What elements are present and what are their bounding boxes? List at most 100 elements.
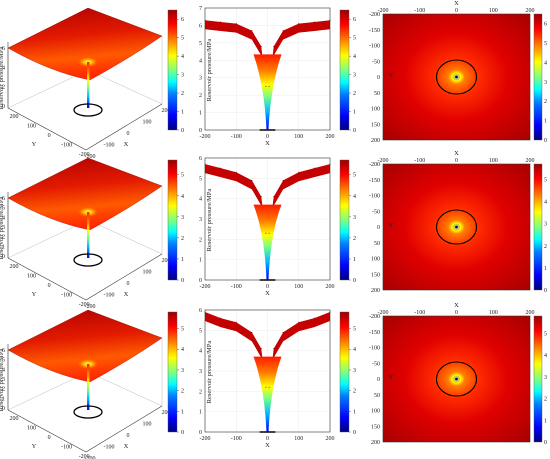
x-tick-label: -200 [200, 284, 211, 290]
x-tick-label: -100 [414, 158, 425, 164]
colorbar-tick-label: 2 [181, 236, 184, 242]
x-tick-label: -100 [414, 8, 425, 14]
y-tick-label: 3 [199, 369, 202, 375]
profile-spike [253, 54, 282, 130]
profile-axes-frame [204, 157, 331, 281]
y-tick-label: 0 [48, 133, 51, 139]
y-tick-label: 1 [199, 410, 202, 416]
profile-point [267, 127, 268, 129]
z-tick-label: 0 [2, 406, 5, 412]
y-tick-label: 100 [371, 257, 380, 263]
x-tick-label: -200 [85, 304, 96, 310]
axis-x-line [85, 253, 163, 301]
x-axis-label: X [124, 443, 129, 450]
x-tick-label: -100 [231, 134, 242, 140]
y-tick-label: 4 [199, 349, 202, 355]
y-tick-label: 150 [371, 424, 380, 430]
colorbar-tick-label: 4 [353, 347, 356, 353]
z-tick-label: 1 [2, 244, 5, 250]
x-tick-label: 100 [143, 270, 152, 276]
profile-point [235, 23, 237, 25]
y-tick-label: 1 [199, 258, 202, 264]
y-tick-label: 200 [371, 138, 380, 144]
colorbar-tick-label: 2 [181, 91, 184, 97]
z-axis-label: Reservoir pressure/MPa [0, 47, 5, 110]
colorbar-right: 0 1 2 3 4 5 [533, 163, 547, 294]
profile-point [251, 331, 253, 333]
profile-point [235, 171, 237, 173]
colorbar-tick-label: 2 [181, 389, 184, 395]
profile-point [268, 232, 270, 234]
colorbar-left: 0 1 2 3 4 5 [167, 159, 184, 284]
profile-plot: 0 1 2 3 4 5 6 7 -200 -100 0 100 200 Reservoir pressur… [199, 6, 335, 147]
y-tick-label: -150 [369, 28, 380, 34]
y-axis-label: Y [389, 72, 394, 79]
y-tick-label: 50 [374, 241, 380, 247]
colorbar-tick-label: 3 [544, 222, 547, 228]
z-tick-label: 4 [2, 65, 5, 71]
colorbar-gradient [533, 13, 543, 141]
y-tick-label: -100 [369, 44, 380, 50]
colorbar-tick-label: 0 [353, 128, 356, 134]
x-tick-label: -100 [231, 284, 242, 290]
y-axis-label: Reservoir pressure/MPa [206, 189, 213, 252]
colorbar-tick-label: 3 [181, 368, 184, 374]
colorbar-gradient [167, 9, 178, 131]
x-tick-label: 200 [526, 310, 535, 316]
y-tick-label: 7 [199, 6, 202, 12]
x-tick-label: 0 [455, 158, 458, 164]
profile-point [282, 179, 284, 181]
x-axis-label: X [265, 140, 270, 147]
y-tick-label: -50 [372, 209, 380, 215]
y-tick-label: 50 [374, 91, 380, 97]
y-tick-label: 4 [199, 58, 202, 64]
colorbar-left: 0 1 2 3 4 5 [167, 311, 184, 436]
z-axis-label: Reservoir pressure/MPa [0, 349, 5, 412]
colorbar-tick-label: 4 [353, 194, 356, 200]
well-boundary-ellipse [435, 361, 478, 397]
y-tick-label: 4 [199, 197, 202, 203]
x-tick-label: -100 [104, 445, 115, 451]
profile-band [205, 312, 330, 432]
axis-box-edge [87, 371, 163, 407]
colorbar-tick-label: 2 [544, 244, 547, 250]
x-tick-label: -100 [414, 310, 425, 316]
colorbar-middle: 0 1 2 3 4 5 [339, 311, 356, 436]
well-boundary-ellipse [435, 209, 478, 245]
x-tick-label: 0 [455, 310, 458, 316]
y-tick-label: 0 [48, 435, 51, 441]
y-tick-label: -200 [369, 12, 380, 18]
x-tick-label: 100 [489, 8, 498, 14]
profile-band [205, 164, 330, 280]
y-tick-label: 0 [199, 278, 202, 284]
x-tick-label: -100 [231, 436, 242, 442]
z-tick-label: 3 [2, 225, 5, 231]
well-point [455, 377, 458, 381]
profile-axes-frame [204, 7, 331, 131]
y-tick-label: 100 [27, 273, 36, 279]
colorbar-tick-label: 2 [544, 397, 547, 403]
profile-point [268, 386, 270, 388]
y-axis-label: Y [32, 141, 37, 148]
colorbar-tick-label: 1 [544, 266, 547, 272]
colorbar-tick-label: 0 [181, 430, 184, 436]
y-tick-label: 6 [199, 23, 202, 29]
x-tick-label: -200 [378, 8, 389, 14]
profile-axes-frame [204, 309, 331, 433]
colorbar-gradient [533, 315, 543, 443]
z-tick-label: 5 [2, 358, 5, 364]
profile-point [267, 429, 268, 431]
x-tick-label: -200 [85, 154, 96, 160]
x-tick-label: -200 [85, 456, 96, 459]
colorbar-tick-label: 3 [353, 73, 356, 79]
x-tick-label: 0 [266, 284, 269, 290]
z-tick-label: 4 [2, 215, 5, 221]
profile-point [260, 196, 262, 198]
x-tick-label: 100 [294, 134, 303, 140]
profile-point [298, 171, 300, 173]
colorbar-tick-label: 6 [353, 17, 356, 23]
z-tick-label: 0 [2, 254, 5, 260]
colorbar-tick-label: 3 [181, 215, 184, 221]
y-tick-label: 1 [199, 111, 202, 117]
